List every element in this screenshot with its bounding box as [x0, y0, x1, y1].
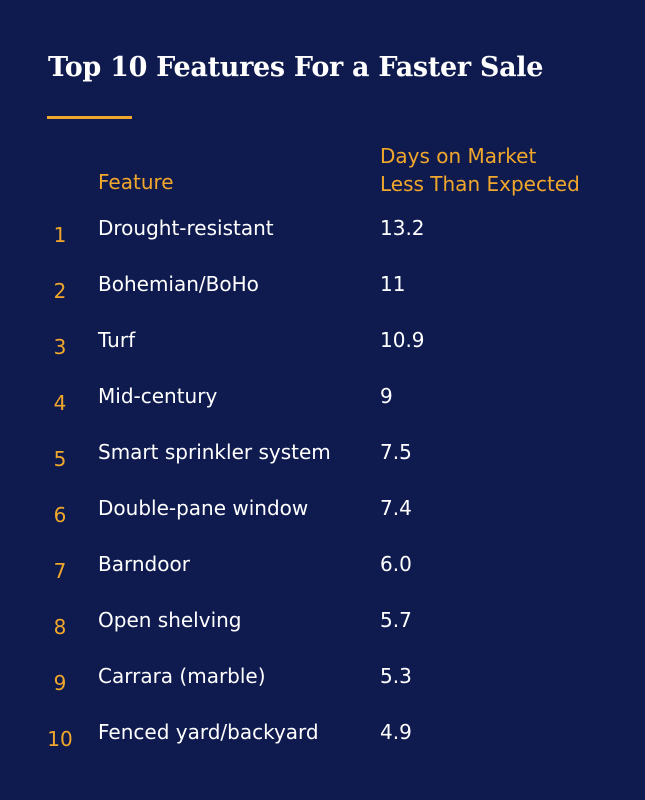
days-value: 13.2: [380, 216, 425, 240]
feature-column-header: Feature: [98, 170, 174, 194]
rank-number: 3: [53, 335, 67, 359]
rank-number: 10: [47, 727, 73, 751]
rank-number: 4: [53, 391, 67, 415]
feature-name: Drought-resistant: [98, 216, 274, 240]
table-row: 6 Double-pane window 7.4: [0, 496, 645, 536]
days-value: 7.4: [380, 496, 412, 520]
table-row: 7 Barndoor 6.0: [0, 552, 645, 592]
table-row: 5 Smart sprinkler system 7.5: [0, 440, 645, 480]
rank-number: 1: [53, 223, 67, 247]
feature-name: Open shelving: [98, 608, 242, 632]
rank-number: 7: [53, 559, 67, 583]
page-title: Top 10 Features For a Faster Sale: [48, 52, 544, 83]
rank-number: 6: [53, 503, 67, 527]
days-value: 7.5: [380, 440, 412, 464]
feature-name: Double-pane window: [98, 496, 309, 520]
feature-name: Mid-century: [98, 384, 218, 408]
table-row: 9 Carrara (marble) 5.3: [0, 664, 645, 704]
days-value: 11: [380, 272, 406, 296]
feature-name: Fenced yard/backyard: [98, 720, 319, 744]
rank-number: 9: [53, 671, 67, 695]
rank-number: 8: [53, 615, 67, 639]
days-header-line-2: Less Than Expected: [380, 172, 580, 196]
days-column-header: Days on Market Less Than Expected: [380, 142, 580, 198]
feature-name: Barndoor: [98, 552, 190, 576]
feature-name: Carrara (marble): [98, 664, 266, 688]
title-underline: [47, 116, 132, 119]
days-value: 4.9: [380, 720, 412, 744]
days-value: 5.3: [380, 664, 412, 688]
days-value: 5.7: [380, 608, 412, 632]
days-value: 10.9: [380, 328, 425, 352]
feature-name: Turf: [98, 328, 136, 352]
rank-number: 2: [53, 279, 67, 303]
rank-number: 5: [53, 447, 67, 471]
table-row: 10 Fenced yard/backyard 4.9: [0, 720, 645, 760]
table-row: 3 Turf 10.9: [0, 328, 645, 368]
feature-name: Bohemian/BoHo: [98, 272, 259, 296]
table-row: 8 Open shelving 5.7: [0, 608, 645, 648]
table-row: 2 Bohemian/BoHo 11: [0, 272, 645, 312]
days-value: 9: [380, 384, 393, 408]
table-row: 1 Drought-resistant 13.2: [0, 216, 645, 256]
days-header-line-1: Days on Market: [380, 144, 537, 168]
table-row: 4 Mid-century 9: [0, 384, 645, 424]
days-value: 6.0: [380, 552, 412, 576]
feature-name: Smart sprinkler system: [98, 440, 331, 464]
